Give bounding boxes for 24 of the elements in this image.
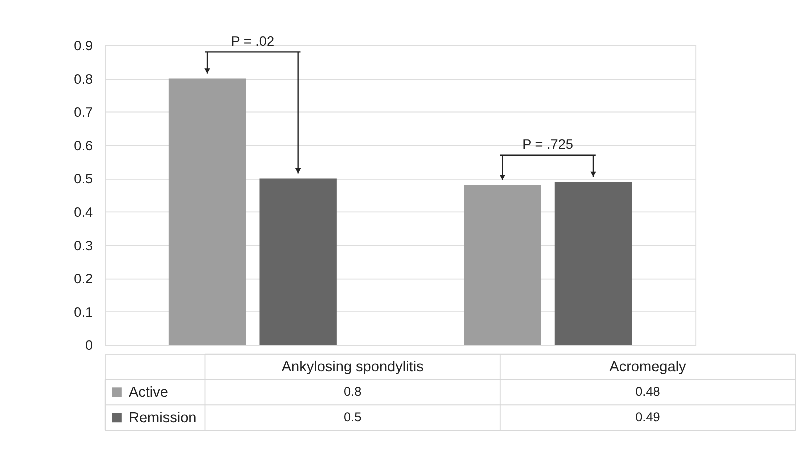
data-label: 0.49 [636, 409, 660, 424]
y-tick-label: 0.7 [74, 105, 94, 120]
bar [260, 178, 337, 346]
y-tick-label: 0.2 [74, 272, 94, 287]
y-tick-label: 0.8 [74, 72, 94, 87]
y-tick-label: 0.9 [74, 38, 94, 54]
annotation: P = .02 [231, 34, 275, 49]
y-tick-label: 0.3 [74, 238, 94, 254]
bar [464, 185, 542, 346]
annotation: P = .725 [522, 137, 574, 152]
data-label: 0.8 [344, 384, 362, 400]
x-tick-label: Ankylosing spondylitis [282, 360, 424, 376]
data-label: 0.5 [344, 409, 362, 424]
y-tick-label: 0.1 [74, 304, 94, 320]
bar [554, 182, 632, 346]
data-label: 0.48 [636, 384, 660, 400]
legend-label: Active [128, 384, 168, 401]
y-tick-label: 0.4 [74, 204, 94, 220]
y-tick-label: 0 [86, 338, 94, 354]
bar [168, 78, 246, 346]
x-tick-label: Acromegaly [610, 360, 688, 376]
legend-label: Remission [128, 410, 197, 426]
y-tick-label: 0.5 [74, 172, 94, 187]
y-tick-label: 0.6 [74, 138, 94, 154]
